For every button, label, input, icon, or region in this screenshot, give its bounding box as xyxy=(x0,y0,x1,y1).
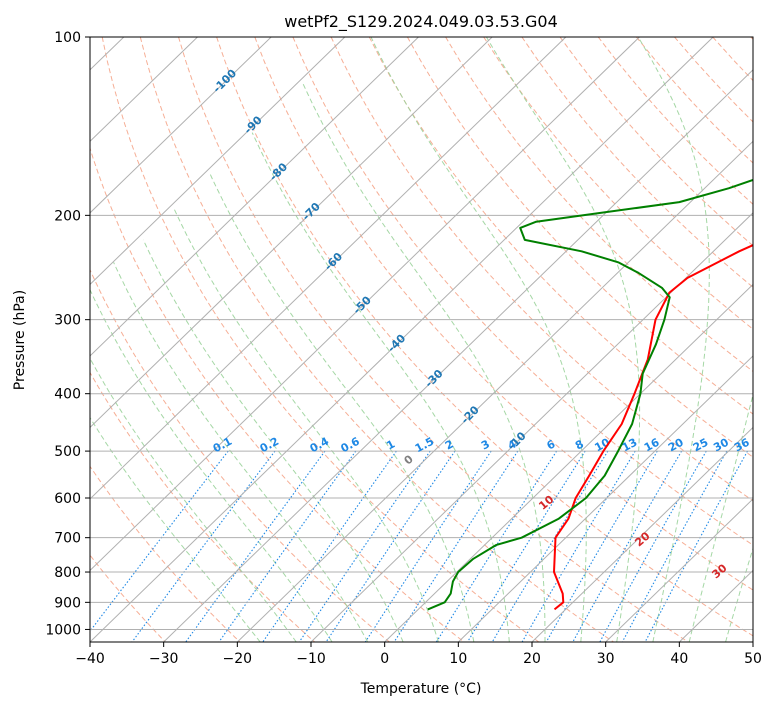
mixing-ratio-line xyxy=(600,451,706,642)
mixing-ratio-label: 0.2 xyxy=(258,435,281,456)
x-tick-label: −20 xyxy=(223,651,253,667)
mixing-ratio-label: 8 xyxy=(573,437,586,452)
x-tick-label: 20 xyxy=(523,651,541,667)
y-tick-label: 400 xyxy=(54,387,81,403)
dry-adiabat-line xyxy=(0,37,240,642)
x-tick-label: 50 xyxy=(744,651,762,667)
moist-adiabat-line xyxy=(486,37,639,642)
dry-adiabat-line xyxy=(26,37,390,642)
temperature-profile-line xyxy=(554,37,775,609)
dry-adiabat-line xyxy=(217,37,763,642)
mixing-ratio-line xyxy=(394,451,518,642)
profiles xyxy=(428,37,775,609)
moist-adiabat-line xyxy=(252,133,509,642)
mixing-ratio-label: 0.4 xyxy=(308,435,332,456)
x-axis-label: Temperature (°C) xyxy=(360,681,482,697)
y-tick-label: 600 xyxy=(54,491,81,507)
moist-adiabat-line xyxy=(726,37,775,642)
dry-adiabat-line xyxy=(0,37,315,642)
x-tick-label: 0 xyxy=(380,651,389,667)
x-tick-label: 10 xyxy=(449,651,467,667)
x-axis-ticks: −40 −30 −20 −10 0 10 20 30 40 50 xyxy=(75,642,762,667)
dewpoint-profile-line xyxy=(428,37,775,609)
y-tick-label: 900 xyxy=(54,595,81,611)
isotherm-line xyxy=(0,37,418,642)
isotherm-line xyxy=(16,37,639,642)
dry-adiabat-label: -100 xyxy=(210,67,239,96)
dry-adiabat-line xyxy=(255,37,775,642)
isotherm-line xyxy=(0,37,271,642)
isotherm-line xyxy=(753,37,775,642)
dry-adiabat-line xyxy=(713,37,775,642)
y-tick-label: 200 xyxy=(54,208,81,224)
x-tick-label: −40 xyxy=(75,651,105,667)
mixing-ratio-line xyxy=(132,451,275,642)
x-tick-label: −30 xyxy=(149,651,179,667)
isotherm-line xyxy=(237,37,775,642)
isotherm-line xyxy=(532,37,775,642)
y-tick-label: 800 xyxy=(54,565,81,581)
mixing-ratio-line xyxy=(299,451,430,642)
isotherm-line xyxy=(0,37,345,642)
x-tick-label: 40 xyxy=(670,651,688,667)
x-tick-label: −10 xyxy=(296,651,326,667)
y-tick-label: 300 xyxy=(54,313,81,329)
moist-adiabat-line xyxy=(174,209,438,642)
background-lines xyxy=(0,37,775,642)
moist-adiabat-line xyxy=(689,37,775,642)
x-tick-label: 30 xyxy=(597,651,615,667)
mixing-ratio-line xyxy=(645,451,747,642)
moist-adiabat-line xyxy=(303,84,545,642)
dry-adiabat-line xyxy=(369,37,775,642)
mixing-ratio-label: 1 xyxy=(384,437,397,452)
mixing-ratio-line xyxy=(326,451,455,642)
isotherm-line xyxy=(311,37,775,642)
moist-adiabat-label: 30 xyxy=(709,561,729,581)
dry-adiabat-line xyxy=(598,37,775,642)
mixing-ratio-line xyxy=(573,451,682,642)
y-axis-ticks: 1000 900 800 700 600 500 400 300 200 100 xyxy=(45,30,90,638)
moist-adiabat-label: 0 xyxy=(402,452,416,467)
y-axis-label: Pressure (hPa) xyxy=(12,290,28,390)
dry-adiabat-line xyxy=(407,37,775,642)
y-tick-label: 500 xyxy=(54,444,81,460)
dry-adiabat-line xyxy=(102,37,539,642)
moist-adiabat-label: 10 xyxy=(536,493,556,513)
mixing-ratio-line xyxy=(82,451,228,642)
dry-adiabat-line xyxy=(675,37,775,642)
isotherm-line xyxy=(0,37,197,642)
chart-title: wetPf2_S129.2024.049.03.53.G04 xyxy=(284,12,558,32)
isotherm-line xyxy=(606,37,775,642)
mixing-ratio-line xyxy=(263,451,397,642)
mixing-ratio-line xyxy=(436,451,556,642)
dry-adiabat-line xyxy=(293,37,775,642)
y-tick-label: 700 xyxy=(54,531,81,547)
mixing-ratio-line xyxy=(468,451,586,642)
dry-adiabat-line xyxy=(140,37,613,642)
y-tick-label: 1000 xyxy=(45,622,81,638)
dry-adiabat-line xyxy=(560,37,775,642)
dry-adiabat-line xyxy=(751,37,775,642)
mixing-ratio-line xyxy=(522,451,635,642)
moist-adiabat-label: 20 xyxy=(632,529,652,549)
y-tick-label: 100 xyxy=(54,30,81,46)
mixing-ratio-line xyxy=(492,451,608,642)
mixing-ratio-label: 2 xyxy=(443,437,456,452)
